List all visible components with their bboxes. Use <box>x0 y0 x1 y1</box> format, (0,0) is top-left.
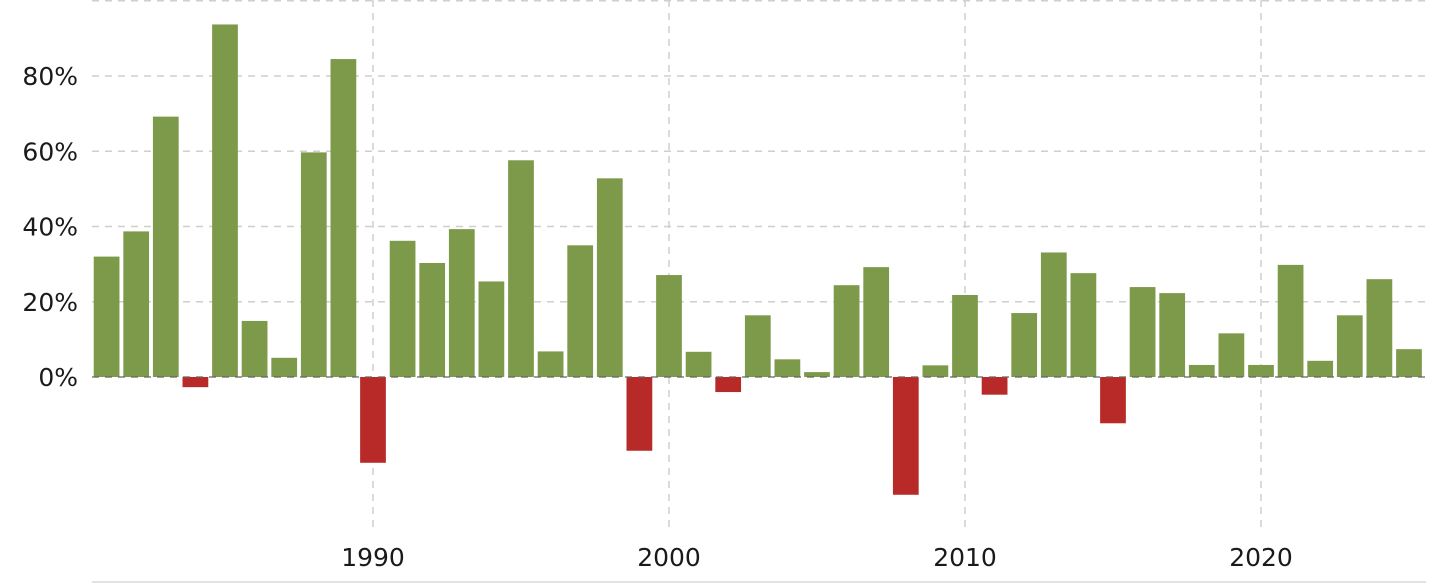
bar-1987 <box>271 357 298 377</box>
bar-2024 <box>1366 279 1393 377</box>
bar-2013 <box>1040 252 1067 377</box>
bar-1997 <box>567 245 594 377</box>
bar-2012 <box>1011 313 1038 377</box>
bar-2019 <box>1218 333 1245 377</box>
bar-2014 <box>1070 273 1097 377</box>
bar-1983 <box>152 116 179 377</box>
y-tick-label-80: 80% <box>22 62 78 91</box>
y-tick-label-40: 40% <box>22 213 78 242</box>
bar-1994 <box>478 281 505 377</box>
bar-2002 <box>715 377 742 393</box>
bar-1981 <box>93 256 120 377</box>
bar-2018 <box>1188 364 1215 377</box>
y-tick-label-0: 0% <box>38 363 78 392</box>
bar-1996 <box>537 351 564 377</box>
bar-1984 <box>182 377 209 388</box>
x-tick-label-2010: 2010 <box>933 543 997 572</box>
bar-1982 <box>123 231 150 377</box>
y-tick-label-60: 60% <box>22 137 78 166</box>
bar-2005 <box>804 372 830 377</box>
bar-2017 <box>1159 293 1186 377</box>
x-tick-label-2000: 2000 <box>637 543 701 572</box>
y-gridlines <box>92 0 1426 303</box>
bar-1993 <box>448 229 475 377</box>
bar-1998 <box>596 178 623 377</box>
bar-2007 <box>863 267 890 377</box>
bar-1985 <box>212 24 238 377</box>
bar-series <box>93 24 1422 495</box>
bar-1995 <box>508 160 534 377</box>
bar-2025 <box>1396 349 1422 377</box>
bar-2003 <box>744 315 771 377</box>
bar-1988 <box>300 152 327 377</box>
bar-1989 <box>330 59 357 377</box>
bar-2008 <box>892 377 919 495</box>
x-gridlines <box>372 0 1262 530</box>
bar-1991 <box>389 240 416 377</box>
bar-2004 <box>774 359 801 377</box>
x-tick-label-2020: 2020 <box>1229 543 1293 572</box>
bar-2022 <box>1307 360 1334 377</box>
x-axis-tick-labels: 1990 2000 2010 2020 <box>341 543 1293 572</box>
x-tick-label-1990: 1990 <box>341 543 405 572</box>
bar-2015 <box>1100 377 1126 424</box>
bar-2020 <box>1248 364 1274 377</box>
bar-2023 <box>1336 315 1363 377</box>
bar-2006 <box>833 285 860 377</box>
bar-2009 <box>922 365 949 377</box>
bar-2000 <box>656 275 682 377</box>
bar-1990 <box>360 377 386 463</box>
bar-2010 <box>952 294 978 377</box>
bar-1999 <box>626 377 653 451</box>
bar-1992 <box>419 263 446 377</box>
y-tick-label-20: 20% <box>22 288 78 317</box>
bar-2011 <box>981 377 1008 395</box>
bar-2001 <box>685 351 712 377</box>
y-axis-tick-labels: 0% 20% 40% 60% 80% <box>22 62 78 392</box>
bar-2016 <box>1129 287 1156 377</box>
bar-2021 <box>1277 264 1304 377</box>
bar-1986 <box>241 320 268 377</box>
